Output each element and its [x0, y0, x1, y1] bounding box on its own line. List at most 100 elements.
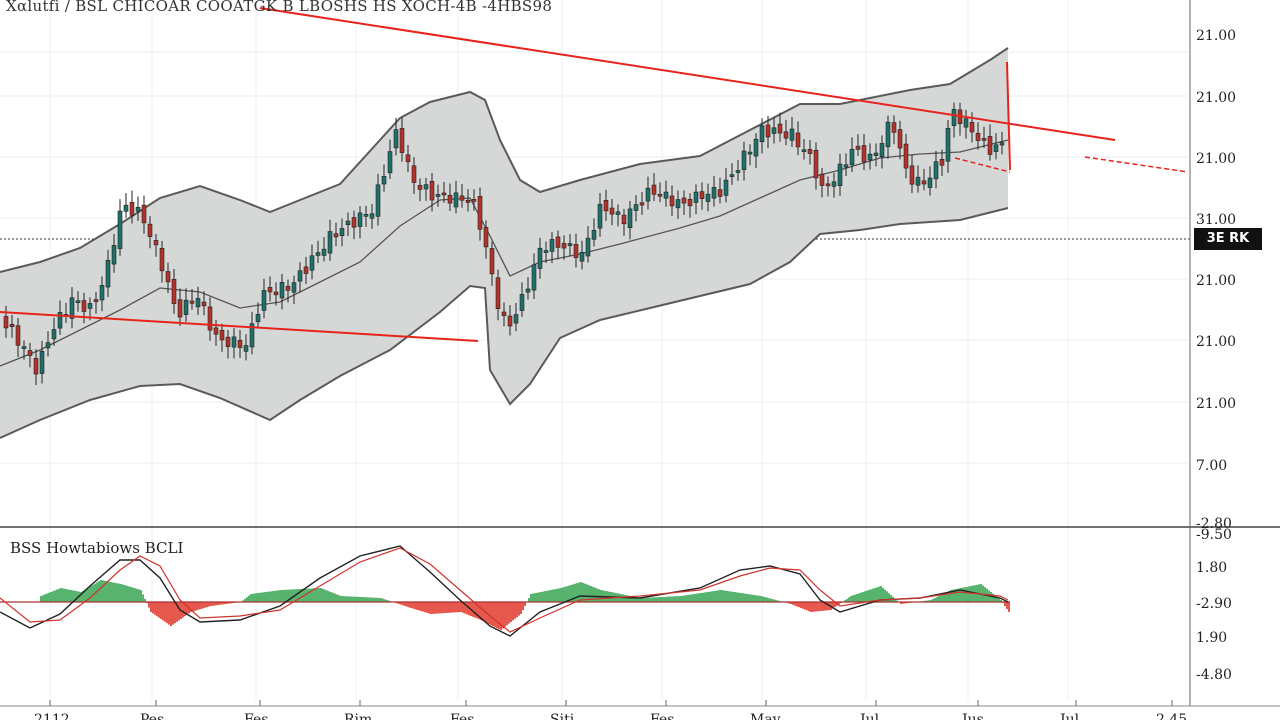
hist-bar-429 [858, 593, 860, 602]
hist-bar-230 [460, 602, 462, 612]
trendline-2 [1084, 156, 1189, 173]
hist-bar-136 [272, 591, 274, 602]
candle-body-149 [897, 129, 903, 149]
hist-bar-452 [904, 602, 906, 604]
hist-bar-367 [734, 592, 736, 602]
candle-body-21 [129, 201, 135, 216]
candle-body-49 [297, 270, 303, 282]
hist-bar-297 [594, 587, 596, 602]
candle-body-43 [261, 290, 267, 311]
hist-bar-275 [550, 590, 552, 602]
hist-bar-313 [626, 595, 628, 602]
candle-body-112 [675, 199, 681, 209]
hist-bar-30 [60, 588, 62, 602]
candle-body-131 [789, 128, 795, 141]
hist-bar-399 [798, 602, 800, 608]
hist-bar-155 [310, 588, 312, 602]
hist-bar-43 [86, 588, 88, 602]
hist-bar-352 [704, 592, 706, 602]
hist-bar-190 [380, 598, 382, 602]
hist-bar-46 [92, 584, 94, 602]
hist-bar-272 [544, 591, 546, 602]
hist-bar-91 [182, 602, 184, 618]
hist-bar-251 [502, 602, 504, 629]
hist-bar-336 [672, 596, 674, 602]
candle-body-129 [777, 123, 783, 134]
hist-bar-255 [510, 602, 512, 622]
candle-body-67 [405, 154, 411, 163]
candle-body-136 [819, 173, 825, 186]
candle-body-86 [519, 294, 525, 311]
hist-bar-24 [48, 592, 50, 602]
hist-bar-442 [884, 589, 886, 602]
candle-body-53 [321, 248, 327, 256]
hist-bar-329 [658, 597, 660, 602]
hist-bar-109 [218, 602, 220, 605]
hist-bar-253 [506, 602, 508, 626]
indicator-tick-2: -2.90 [1196, 596, 1232, 612]
hist-bar-332 [664, 596, 666, 602]
hist-bar-213 [426, 602, 428, 613]
hist-bar-438 [876, 587, 878, 602]
hist-bar-444 [888, 593, 890, 602]
candle-body-141 [849, 148, 855, 166]
hist-bar-63 [126, 585, 128, 602]
hist-bar-356 [712, 591, 714, 602]
candle-body-98 [591, 230, 597, 240]
hist-bar-335 [670, 596, 672, 602]
candle-body-152 [915, 176, 921, 186]
hist-bar-236 [472, 602, 474, 617]
candle-body-108 [651, 184, 657, 195]
hist-bar-211 [422, 602, 424, 612]
hist-bar-322 [644, 597, 646, 602]
hist-bar-177 [354, 596, 356, 602]
hist-bar-479 [958, 588, 960, 602]
candle-body-163 [981, 138, 987, 141]
hist-bar-45 [90, 586, 92, 602]
candle-body-82 [495, 277, 501, 309]
hist-bar-257 [514, 602, 516, 619]
hist-bar-290 [580, 582, 582, 602]
hist-bar-405 [810, 602, 812, 612]
hist-bar-231 [462, 602, 464, 613]
hist-bar-503 [1006, 602, 1008, 609]
price-tag[interactable]: 3E RK [1194, 228, 1262, 250]
candle-body-116 [699, 191, 705, 199]
hist-bar-283 [566, 586, 568, 602]
hist-bar-66 [132, 587, 134, 602]
hist-bar-351 [702, 592, 704, 602]
candle-body-16 [99, 285, 105, 301]
hist-bar-146 [292, 589, 294, 602]
time-tick-8: Jul [858, 712, 880, 720]
hist-bar-29 [58, 588, 60, 602]
hist-bar-208 [416, 602, 418, 610]
hist-bar-423 [846, 598, 848, 602]
hist-bar-200 [400, 602, 402, 605]
candle-body-83 [501, 311, 507, 316]
hist-bar-40 [80, 592, 82, 602]
candle-body-160 [963, 118, 969, 128]
hist-bar-295 [590, 586, 592, 602]
hist-bar-74 [148, 602, 150, 608]
hist-bar-496 [992, 593, 994, 602]
hist-bar-127 [254, 593, 256, 602]
hist-bar-344 [688, 594, 690, 602]
candle-body-52 [315, 252, 321, 256]
candle-body-117 [705, 193, 711, 202]
candle-body-47 [285, 285, 291, 291]
hist-bar-504 [1008, 602, 1010, 612]
candle-body-18 [111, 245, 117, 265]
hist-bar-403 [806, 602, 808, 611]
trendline-4 [954, 157, 1011, 173]
hist-bar-215 [430, 602, 432, 614]
hist-bar-362 [724, 590, 726, 602]
hist-bar-112 [224, 602, 226, 605]
candle-body-5 [33, 358, 39, 375]
candle-body-142 [855, 145, 861, 150]
hist-bar-212 [424, 602, 426, 613]
hist-bar-247 [494, 602, 496, 627]
time-tick-6: Fes [650, 712, 674, 720]
hist-bar-172 [344, 596, 346, 602]
candle-body-37 [225, 336, 231, 347]
hist-bar-424 [848, 597, 850, 602]
